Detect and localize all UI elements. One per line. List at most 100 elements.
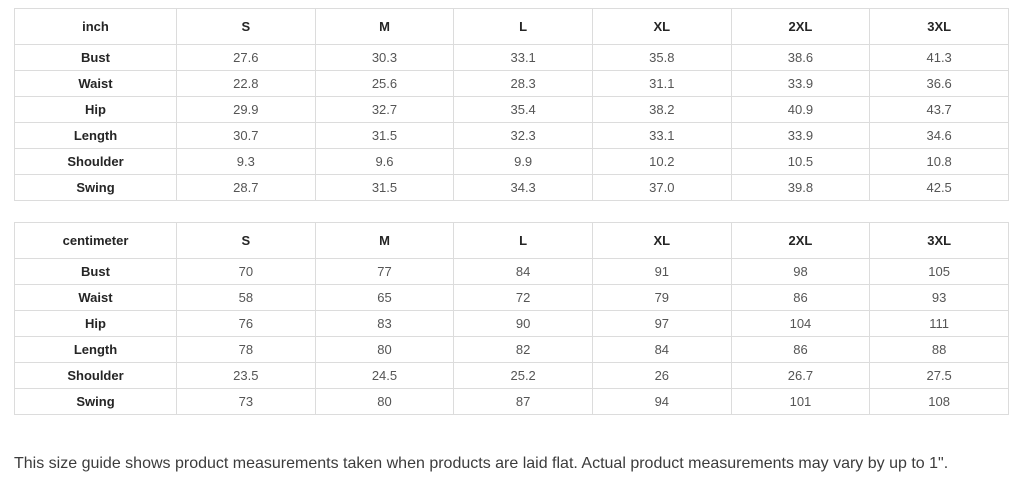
size-value: 94 [591, 388, 732, 415]
size-value: 39.8 [730, 174, 871, 201]
size-value: 30.3 [314, 44, 455, 71]
size-value: 72 [453, 284, 593, 311]
row-label: Waist [14, 284, 177, 311]
size-value: 33.9 [730, 70, 871, 97]
table-row: Shoulder 23.5 24.5 25.2 26 26.7 27.5 [14, 362, 1009, 389]
size-value: 84 [453, 258, 593, 285]
table-row: Shoulder 9.3 9.6 9.9 10.2 10.5 10.8 [14, 148, 1009, 175]
size-value: 80 [314, 336, 455, 363]
size-value: 33.9 [730, 122, 871, 149]
table-row: Length 78 80 82 84 86 88 [14, 336, 1009, 363]
size-guide-note: This size guide shows product measuremen… [14, 455, 949, 472]
column-header-3xl: 3XL [869, 222, 1009, 259]
row-label: Shoulder [14, 148, 177, 175]
table-header-row: inch S M L XL 2XL 3XL [14, 8, 1009, 45]
row-label: Length [14, 122, 177, 149]
size-value: 9.3 [176, 148, 316, 175]
column-header-xl: XL [591, 8, 732, 45]
size-value: 97 [591, 310, 732, 337]
size-value: 77 [314, 258, 455, 285]
size-value: 79 [591, 284, 732, 311]
size-value: 23.5 [176, 362, 316, 389]
size-value: 29.9 [176, 96, 316, 123]
size-value: 35.8 [591, 44, 732, 71]
size-value: 98 [730, 258, 871, 285]
size-value: 40.9 [730, 96, 871, 123]
table-header-row: centimeter S M L XL 2XL 3XL [14, 222, 1009, 259]
row-label: Waist [14, 70, 177, 97]
size-value: 9.9 [453, 148, 593, 175]
size-value: 86 [730, 336, 871, 363]
size-value: 108 [869, 388, 1009, 415]
size-value: 25.2 [453, 362, 593, 389]
size-value: 86 [730, 284, 871, 311]
column-header-3xl: 3XL [869, 8, 1009, 45]
row-label: Bust [14, 258, 177, 285]
size-value: 34.3 [453, 174, 593, 201]
size-value: 33.1 [453, 44, 593, 71]
row-label: Hip [14, 310, 177, 337]
size-value: 43.7 [869, 96, 1009, 123]
table-row: Hip 76 83 90 97 104 111 [14, 310, 1009, 337]
table-row: Bust 27.6 30.3 33.1 35.8 38.6 41.3 [14, 44, 1009, 71]
size-value: 38.6 [730, 44, 871, 71]
size-value: 58 [176, 284, 316, 311]
size-value: 10.5 [730, 148, 871, 175]
size-value: 84 [591, 336, 732, 363]
size-value: 10.2 [591, 148, 732, 175]
size-table-inch: inch S M L XL 2XL 3XL Bust 27.6 30.3 33.… [14, 8, 1009, 201]
row-label: Bust [14, 44, 177, 71]
size-value: 27.5 [869, 362, 1009, 389]
table-row: Hip 29.9 32.7 35.4 38.2 40.9 43.7 [14, 96, 1009, 123]
row-label: Swing [14, 174, 177, 201]
table-row: Bust 70 77 84 91 98 105 [14, 258, 1009, 285]
size-value: 24.5 [314, 362, 455, 389]
unit-header: centimeter [14, 222, 177, 259]
size-value: 42.5 [869, 174, 1009, 201]
size-value: 80 [314, 388, 455, 415]
row-label: Shoulder [14, 362, 177, 389]
column-header-m: M [314, 8, 455, 45]
size-value: 28.7 [176, 174, 316, 201]
table-row: Waist 22.8 25.6 28.3 31.1 33.9 36.6 [14, 70, 1009, 97]
size-value: 22.8 [176, 70, 316, 97]
size-value: 31.1 [591, 70, 732, 97]
row-label: Length [14, 336, 177, 363]
size-value: 25.6 [314, 70, 455, 97]
size-value: 65 [314, 284, 455, 311]
size-value: 73 [176, 388, 316, 415]
size-value: 10.8 [869, 148, 1009, 175]
size-value: 101 [730, 388, 871, 415]
size-value: 111 [869, 310, 1009, 337]
size-value: 35.4 [453, 96, 593, 123]
column-header-s: S [176, 222, 316, 259]
size-value: 38.2 [591, 96, 732, 123]
size-value: 82 [453, 336, 593, 363]
size-value: 27.6 [176, 44, 316, 71]
size-table-centimeter: centimeter S M L XL 2XL 3XL Bust 70 77 8… [14, 222, 1009, 415]
column-header-xl: XL [591, 222, 732, 259]
column-header-s: S [176, 8, 316, 45]
size-value: 36.6 [869, 70, 1009, 97]
size-value: 26.7 [730, 362, 871, 389]
size-value: 26 [591, 362, 732, 389]
size-value: 90 [453, 310, 593, 337]
size-value: 33.1 [591, 122, 732, 149]
size-value: 32.3 [453, 122, 593, 149]
size-value: 93 [869, 284, 1009, 311]
table-row: Swing 73 80 87 94 101 108 [14, 388, 1009, 415]
size-value: 34.6 [869, 122, 1009, 149]
size-value: 70 [176, 258, 316, 285]
size-value: 104 [730, 310, 871, 337]
table-row: Swing 28.7 31.5 34.3 37.0 39.8 42.5 [14, 174, 1009, 201]
table-row: Length 30.7 31.5 32.3 33.1 33.9 34.6 [14, 122, 1009, 149]
size-value: 28.3 [453, 70, 593, 97]
size-value: 30.7 [176, 122, 316, 149]
column-header-l: L [453, 8, 593, 45]
row-label: Hip [14, 96, 177, 123]
column-header-m: M [314, 222, 455, 259]
size-value: 9.6 [314, 148, 455, 175]
size-value: 37.0 [591, 174, 732, 201]
column-header-l: L [453, 222, 593, 259]
